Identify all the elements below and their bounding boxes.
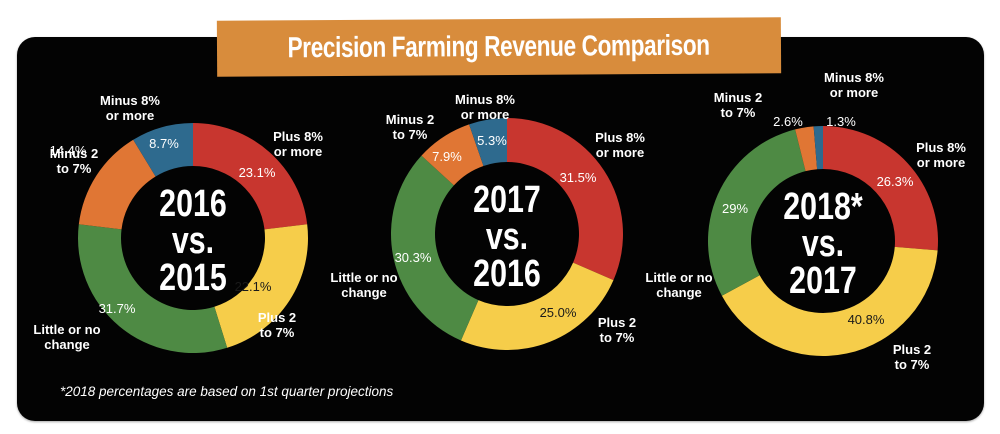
value-label-plus-8: 31.5% [560, 170, 597, 185]
slice-plus-2-7 [721, 246, 938, 356]
slice-plus-8 [193, 123, 308, 230]
value-label-minus-2-7: 2.6% [773, 114, 803, 129]
value-label-little-change: 29% [722, 201, 748, 216]
slice-minus-2-7 [795, 126, 818, 172]
donut-chart-1: 23.1% 22.1% 31.7% 14.4% 8.7% Plus 8% or more Pl… [33, 93, 323, 353]
value-label-minus-2-7: 7.9% [432, 149, 462, 164]
slice-plus-8 [823, 126, 938, 251]
slice-minus-8 [813, 126, 823, 170]
value-label-minus-8: 8.7% [149, 136, 179, 151]
slice-little-change [78, 224, 228, 353]
center-label: 2018* vs. 2017 [783, 186, 863, 302]
slice-plus-8 [507, 118, 623, 281]
category-label-plus-8: Plus 8% or more [916, 140, 966, 170]
category-label-little-change: Little or no change [33, 322, 100, 352]
slice-minus-8 [133, 123, 193, 177]
category-label-minus-8: Minus 8% or more [824, 70, 884, 100]
slice-little-change [390, 155, 479, 341]
category-label-little-change: Little or no change [645, 270, 712, 300]
slice-minus-2-7 [78, 139, 156, 230]
value-label-plus-2-7: 25.0% [540, 305, 577, 320]
category-label-minus-8: Minus 8% or more [100, 93, 160, 123]
category-label-minus-2-7: Minus 2 to 7% [714, 90, 762, 120]
category-label-minus-2-7: Minus 2 to 7% [50, 146, 98, 176]
slice-minus-2-7 [421, 124, 484, 186]
slice-plus-2-7 [214, 224, 308, 348]
slice-little-change [707, 129, 806, 296]
category-label-plus-2-7: Plus 2 to 7% [598, 315, 636, 345]
category-label-little-change: Little or no change [330, 270, 397, 300]
value-label-little-change: 30.3% [395, 250, 432, 265]
category-label-plus-8: Plus 8% or more [595, 130, 645, 160]
value-label-plus-2-7: 22.1% [235, 279, 272, 294]
slice-plus-2-7 [460, 262, 614, 350]
value-label-plus-8: 26.3% [877, 174, 914, 189]
value-label-minus-8: 1.3% [826, 114, 856, 129]
chart-panel [17, 37, 984, 421]
center-label: 2017 vs. 2016 [473, 179, 541, 295]
value-label-plus-2-7: 40.8% [848, 312, 885, 327]
category-label-plus-2-7: Plus 2 to 7% [258, 310, 296, 340]
category-label-minus-2-7: Minus 2 to 7% [386, 112, 434, 142]
footnote: *2018 percentages are based on 1st quart… [60, 384, 394, 399]
category-label-plus-2-7: Plus 2 to 7% [893, 342, 931, 372]
donut-chart-2: 31.5% 25.0% 30.3% 7.9% 5.3% Plus 8% or more Plu… [330, 92, 645, 350]
slice-minus-8 [469, 118, 507, 166]
value-label-minus-8: 5.3% [477, 133, 507, 148]
donut-chart-3: 26.3% 40.8% 29% 2.6% 1.3% Plus 8% or more Plus … [645, 70, 966, 372]
value-label-plus-8: 23.1% [239, 165, 276, 180]
category-label-plus-8: Plus 8% or more [273, 129, 323, 159]
value-label-minus-2-7: 14.4% [50, 143, 87, 158]
value-label-little-change: 31.7% [99, 301, 136, 316]
center-label: 2016 vs. 2015 [159, 183, 227, 299]
category-label-minus-8: Minus 8% or more [455, 92, 515, 122]
